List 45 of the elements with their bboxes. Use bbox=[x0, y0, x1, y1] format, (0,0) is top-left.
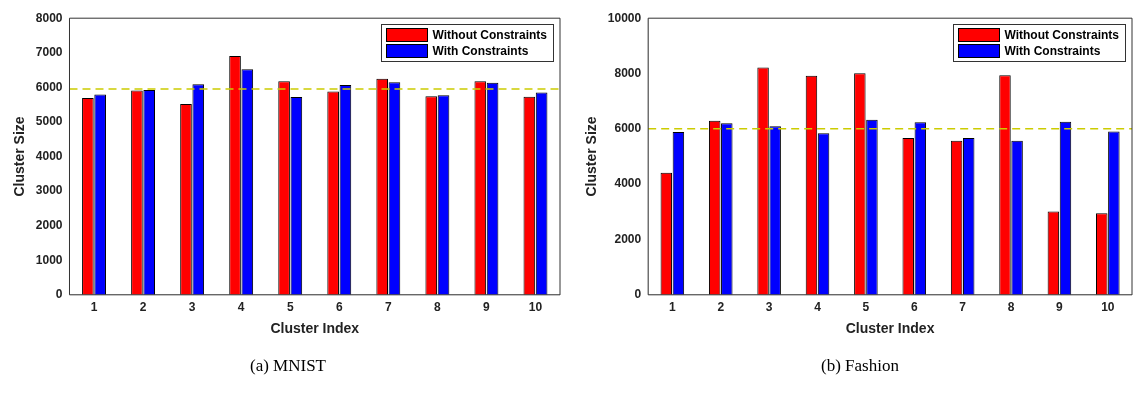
x-tick-label: 3 bbox=[188, 300, 196, 315]
y-tick-label: 4000 bbox=[35, 148, 63, 163]
text: (b) Fashion bbox=[820, 356, 900, 376]
y-axis-title: Cluster Size bbox=[11, 116, 28, 197]
x-tick-label: 1 bbox=[669, 300, 677, 315]
y-tick-label: 0 bbox=[55, 287, 63, 302]
legend-label: With Constraints bbox=[1004, 43, 1101, 60]
x-tick-label: 7 bbox=[959, 300, 967, 315]
x-tick-label: 2 bbox=[139, 300, 147, 315]
x-tick-label: 3 bbox=[765, 300, 773, 315]
y-tick-label: 0 bbox=[634, 287, 642, 302]
x-tick-label: 2 bbox=[717, 300, 725, 315]
y-tick-label: 1000 bbox=[35, 252, 63, 267]
y-tick-label: 6000 bbox=[35, 79, 63, 94]
x-tick-label: 8 bbox=[1007, 300, 1015, 315]
x-tick-label: 4 bbox=[237, 300, 245, 315]
legend-label: Without Constraints bbox=[1004, 27, 1119, 44]
x-tick-label: 5 bbox=[286, 300, 294, 315]
y-tick-label: 2000 bbox=[35, 217, 63, 232]
legend-label: Without Constraints bbox=[432, 27, 547, 44]
y-tick-label: 3000 bbox=[35, 183, 63, 198]
x-tick-label: 7 bbox=[384, 300, 392, 315]
x-tick-label: 8 bbox=[434, 300, 442, 315]
x-tick-label: 9 bbox=[483, 300, 491, 315]
y-axis-title: Cluster Size bbox=[583, 116, 600, 197]
y-tick-label: 6000 bbox=[614, 121, 642, 136]
y-tick-label: 8000 bbox=[35, 10, 63, 25]
x-tick-label: 6 bbox=[335, 300, 343, 315]
y-tick-label: 4000 bbox=[614, 176, 642, 191]
y-tick-label: 7000 bbox=[35, 45, 63, 60]
x-tick-label: 6 bbox=[910, 300, 918, 315]
x-tick-label: 10 bbox=[1101, 300, 1115, 315]
x-axis-title: Cluster Index bbox=[845, 320, 935, 337]
x-tick-label: 4 bbox=[814, 300, 822, 315]
text: (a) MNIST bbox=[249, 356, 327, 376]
y-tick-label: 8000 bbox=[614, 65, 642, 80]
x-tick-label: 9 bbox=[1056, 300, 1064, 315]
x-axis-title: Cluster Index bbox=[270, 320, 360, 337]
legend-label: With Constraints bbox=[432, 43, 529, 60]
y-tick-label: 5000 bbox=[35, 114, 63, 129]
x-tick-label: 1 bbox=[90, 300, 98, 315]
y-tick-label: 2000 bbox=[614, 231, 642, 246]
y-tick-label: 10000 bbox=[607, 10, 642, 25]
x-tick-label: 10 bbox=[528, 300, 543, 315]
x-tick-label: 5 bbox=[862, 300, 870, 315]
